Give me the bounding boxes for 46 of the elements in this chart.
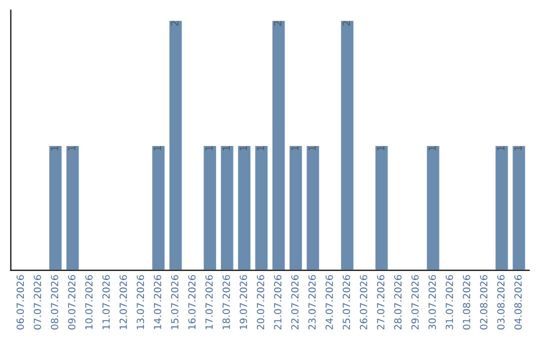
x-tick-label: 18.07.2026 — [222, 275, 230, 330]
x-tick-label: 21.07.2026 — [274, 275, 282, 330]
x-tick-label: 29.07.2026 — [411, 275, 419, 330]
x-tick-label: 06.07.2026 — [16, 275, 24, 330]
x-tick-label: 31.07.2026 — [446, 275, 454, 330]
x-tick-label: 17.07.2026 — [205, 275, 213, 330]
x-tick-label: 04.08.2026 — [514, 275, 522, 330]
x-tick-label: 01.08.2026 — [462, 275, 470, 330]
data-label: 1 — [222, 146, 230, 150]
x-tick-label: 30.07.2026 — [428, 275, 436, 330]
x-tick-label: 02.08.2026 — [480, 275, 488, 330]
x-tick-label: 25.07.2026 — [342, 275, 350, 330]
x-tick-label: 20.07.2026 — [256, 275, 264, 330]
data-label: 1 — [68, 146, 76, 150]
x-tick-label: 12.07.2026 — [120, 275, 127, 330]
data-label: 2 — [342, 21, 350, 26]
x-tick-label: 03.08.2026 — [497, 275, 505, 330]
data-label: 1 — [308, 146, 316, 150]
x-tick-label: 10.07.2026 — [85, 275, 93, 330]
x-tick-label: 11.07.2026 — [102, 275, 110, 330]
x-tick-label: 16.07.2026 — [188, 275, 196, 330]
data-label: 1 — [514, 146, 522, 150]
data-label: 1 — [51, 146, 58, 150]
x-tick-label: 07.07.2026 — [34, 275, 42, 330]
x-tick-label: 19.07.2026 — [240, 275, 248, 330]
data-label: 1 — [497, 146, 504, 150]
x-tick-label: 23.07.2026 — [308, 275, 316, 330]
x-tick-label: 26.07.2026 — [360, 275, 368, 330]
x-tick-label: 22.07.2026 — [291, 275, 299, 330]
x-tick-label: 08.07.2026 — [50, 275, 58, 330]
data-label: 1 — [291, 146, 298, 150]
x-tick-label: 15.07.2026 — [171, 275, 178, 330]
x-tick-label: 09.07.2026 — [68, 275, 76, 330]
data-label: 1 — [257, 146, 264, 150]
data-label: 1 — [377, 146, 384, 150]
x-tick-label: 24.07.2026 — [326, 275, 333, 330]
x-tick-label: 13.07.2026 — [136, 275, 144, 330]
x-tick-label: 28.07.2026 — [394, 275, 402, 330]
x-tick-label: 14.07.2026 — [154, 275, 162, 330]
data-label: 1 — [428, 146, 436, 150]
data-label: 2 — [274, 21, 282, 26]
data-label: 1 — [240, 146, 247, 150]
data-label: 1 — [206, 146, 213, 150]
x-tick-label: 27.07.2026 — [377, 275, 384, 330]
data-label: 1 — [154, 146, 162, 150]
data-label: 2 — [171, 21, 178, 26]
